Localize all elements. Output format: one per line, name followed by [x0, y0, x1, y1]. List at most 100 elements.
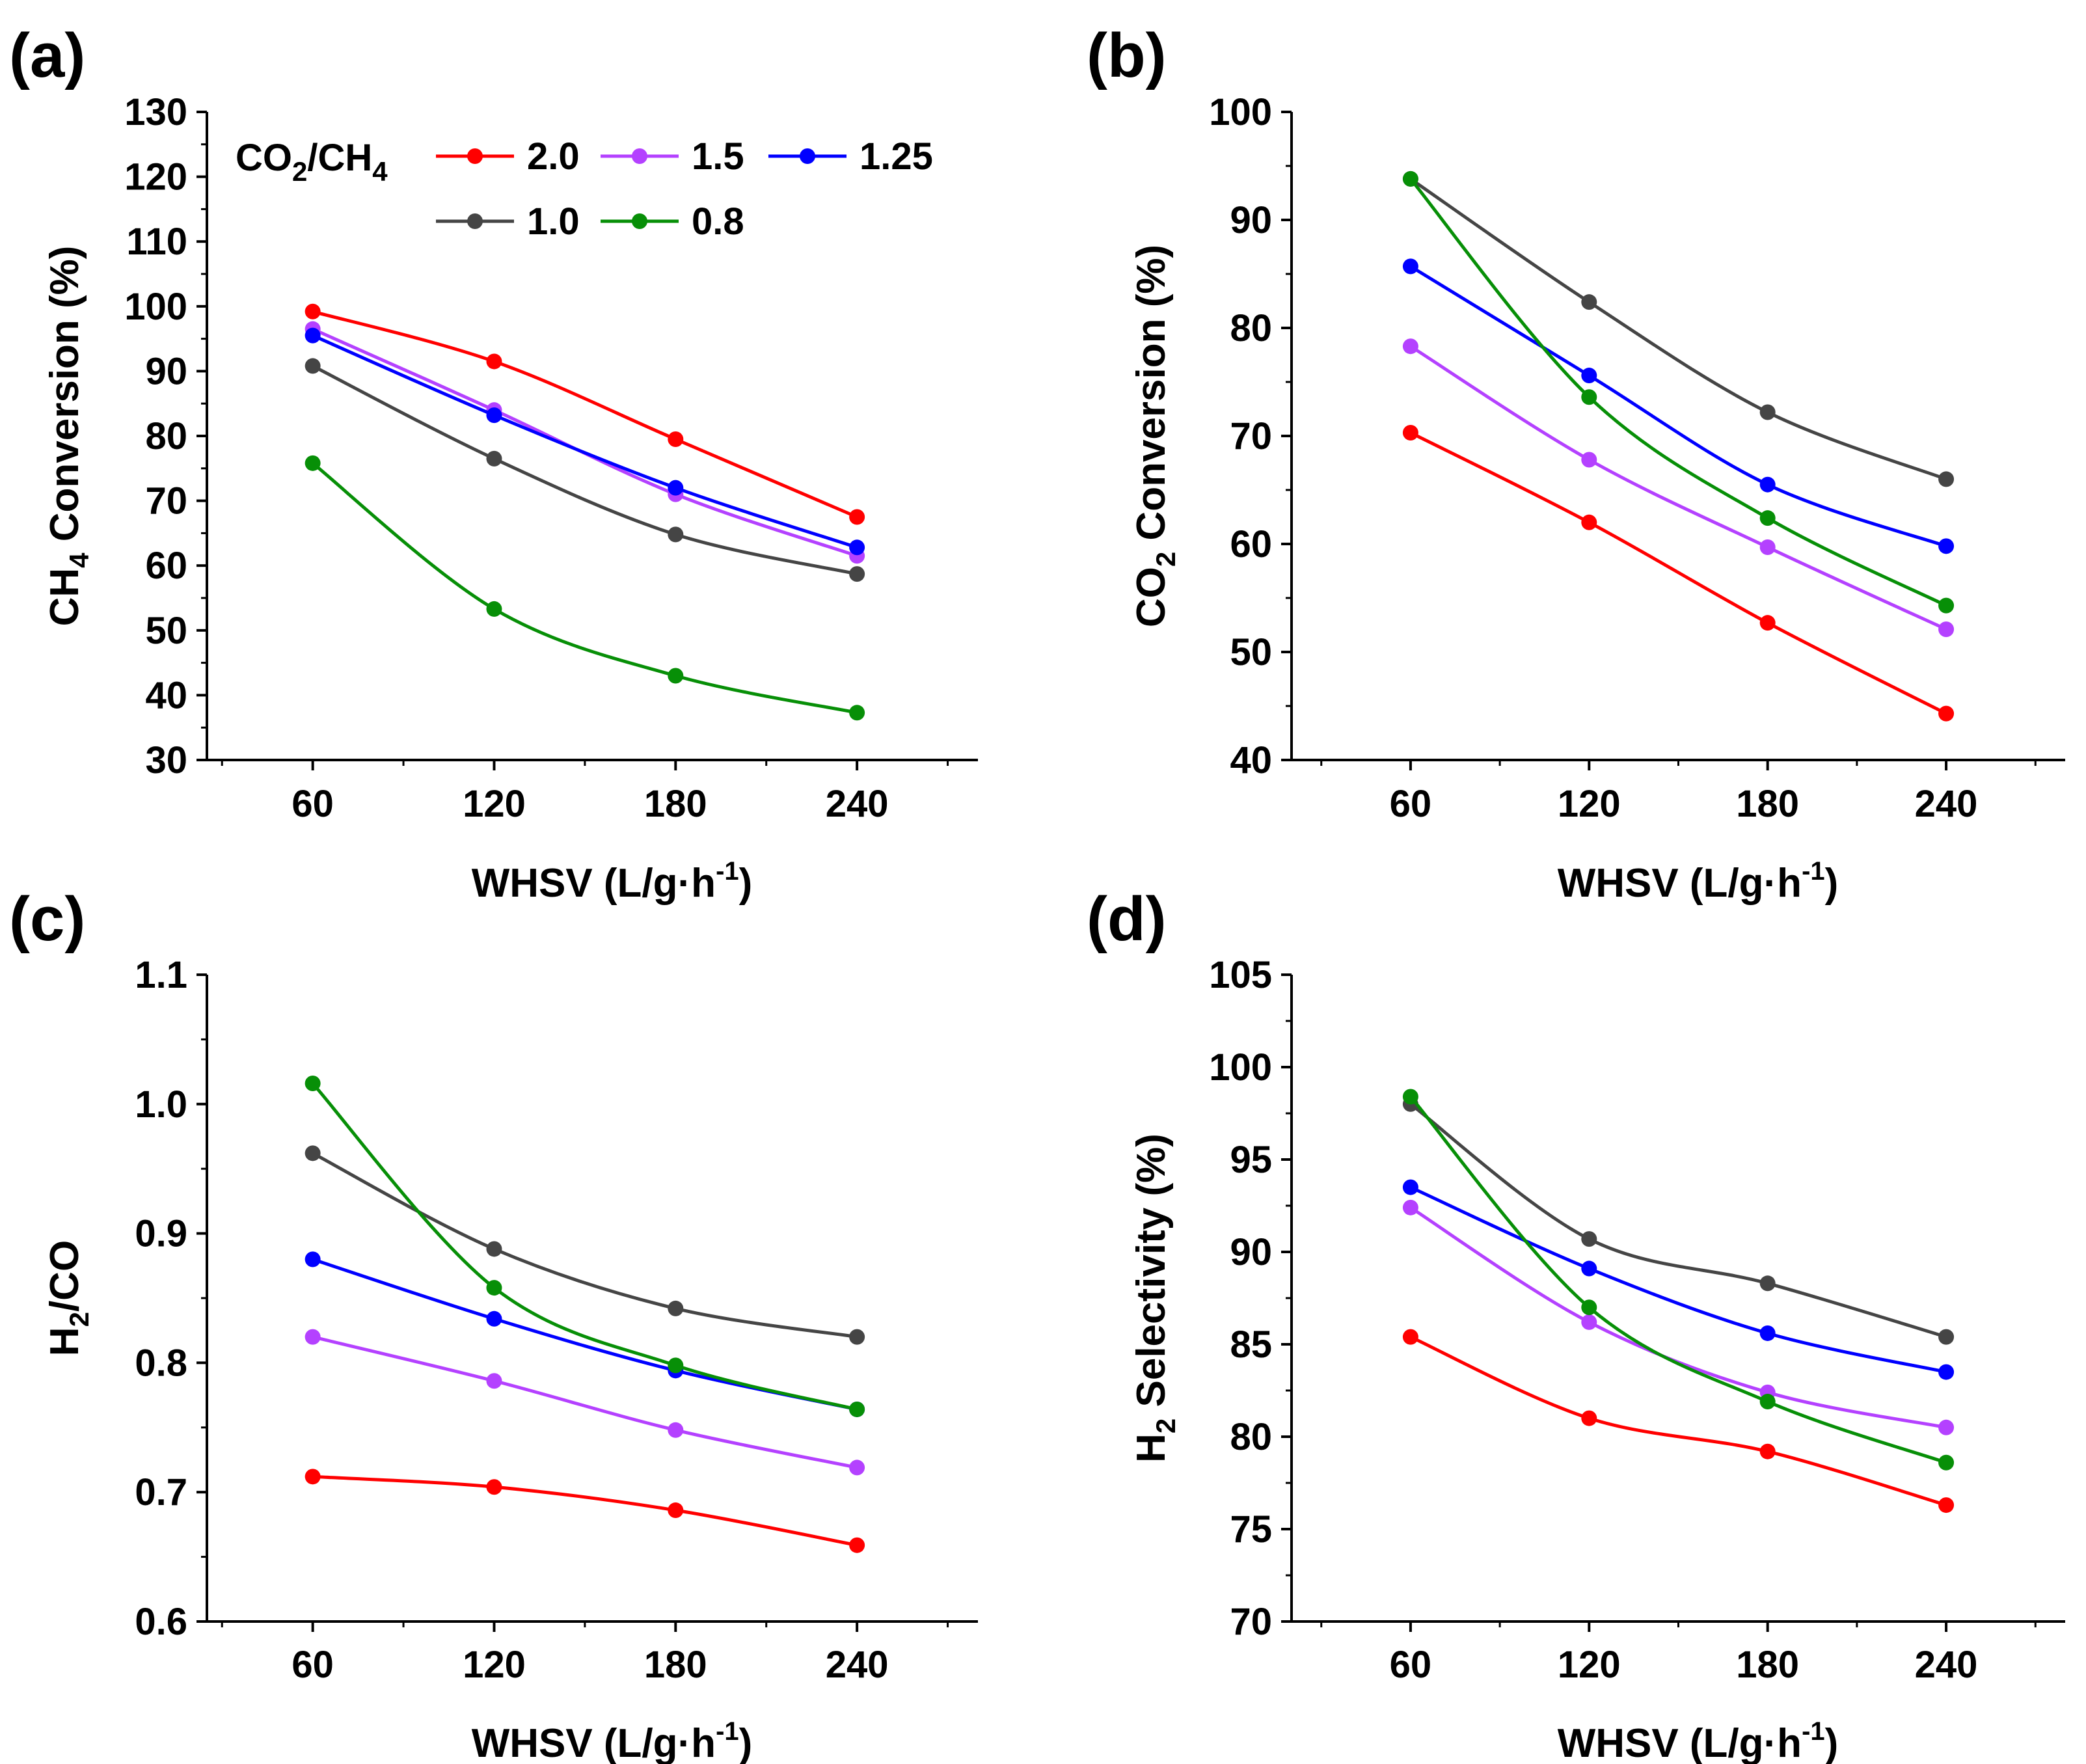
- legend-title-main: CO: [236, 137, 292, 179]
- data-point-1.25: [1581, 1260, 1597, 1277]
- data-point-0.8: [486, 1280, 502, 1296]
- x-axis-title-sup: -1: [1802, 1717, 1825, 1746]
- data-point-2.0: [486, 353, 502, 370]
- data-point-1.25: [1759, 476, 1776, 493]
- series-line-0.8: [311, 1082, 858, 1411]
- y-axis-title-pre: CH: [42, 568, 87, 627]
- data-point-0.8: [849, 1401, 865, 1417]
- x-tick-label: 240: [826, 1644, 889, 1686]
- data-point-2.0: [1581, 514, 1597, 530]
- series-line-2.0: [1409, 431, 1947, 715]
- y-tick-label: 120: [124, 156, 187, 198]
- x-axis-title-end: ): [739, 861, 753, 906]
- data-point-1.5: [1402, 338, 1418, 355]
- data-point-1.5: [1938, 1419, 1955, 1435]
- y-axis-title-post: Conversion (%): [42, 246, 87, 553]
- data-point-1.25: [305, 327, 321, 344]
- x-tick-label: 60: [291, 1644, 334, 1686]
- y-axis-title: CO2 Conversion (%): [1129, 245, 1181, 627]
- data-point-1.0: [1759, 404, 1776, 420]
- x-tick-label: 120: [1558, 1644, 1621, 1686]
- data-point-1.5: [1938, 621, 1955, 638]
- data-point-1.5: [486, 1373, 502, 1389]
- x-axis-title-end: ): [1825, 1721, 1839, 1764]
- data-point-1.25: [668, 480, 684, 496]
- y-axis-title-post: /CO: [42, 1240, 87, 1312]
- data-point-2.0: [1581, 1410, 1597, 1426]
- legend-label: 0.8: [692, 200, 744, 243]
- x-tick-label: 240: [826, 783, 889, 825]
- data-point-1.25: [1581, 368, 1597, 384]
- x-tick-label: 120: [1558, 783, 1621, 825]
- data-point-1.5: [1402, 1199, 1418, 1215]
- y-axis-title-sub: 2: [64, 1312, 94, 1327]
- y-axis-title: H2/CO: [42, 1240, 94, 1356]
- data-point-1.25: [849, 539, 865, 556]
- data-point-2.0: [305, 303, 321, 319]
- data-point-0.8: [1938, 1454, 1955, 1471]
- y-axis-title: CH4 Conversion (%): [42, 246, 94, 627]
- data-point-1.0: [1759, 1275, 1776, 1292]
- y-tick-label: 130: [124, 91, 187, 133]
- data-point-2.0: [849, 1537, 865, 1553]
- x-tick-label: 120: [463, 1644, 526, 1686]
- x-tick-label: 180: [644, 783, 707, 825]
- legend-swatch-marker: [632, 213, 647, 229]
- y-tick-label: 1.0: [135, 1083, 187, 1126]
- data-point-2.0: [486, 1479, 502, 1495]
- data-point-0.8: [305, 1075, 321, 1091]
- data-point-2.0: [1938, 1497, 1955, 1513]
- panel-label: (c): [9, 884, 85, 954]
- y-tick-label: 105: [1209, 954, 1272, 996]
- x-axis-title-main: WHSV (L/g·h: [1558, 1721, 1802, 1764]
- chart-panel-b: (b) 40 50 60 70 80 90 100 60 120 180 240 WHSV (L/g·h…: [1087, 21, 2065, 906]
- x-tick-label: 240: [1915, 1644, 1978, 1686]
- x-axis-title-main: WHSV (L/g·h: [472, 1721, 716, 1764]
- data-point-0.8: [1759, 510, 1776, 526]
- y-axis-title-sub: 4: [64, 552, 94, 568]
- y-tick-label: 90: [145, 350, 187, 392]
- y-tick-label: 75: [1230, 1508, 1272, 1551]
- x-axis-title-end: ): [739, 1721, 753, 1764]
- y-axis-title-sub: 2: [1150, 552, 1181, 567]
- data-point-0.8: [668, 668, 684, 684]
- y-axis-title: H2 Selectivity (%): [1129, 1133, 1181, 1463]
- y-tick-label: 50: [145, 610, 187, 652]
- data-point-2.0: [1402, 1329, 1418, 1345]
- data-point-0.8: [1581, 389, 1597, 405]
- x-axis-title-sup: -1: [716, 857, 739, 886]
- series-line-2.0: [312, 1474, 858, 1547]
- y-tick-label: 0.8: [135, 1342, 187, 1384]
- data-point-2.0: [1759, 615, 1776, 631]
- y-tick-label: 40: [1230, 739, 1272, 781]
- data-point-1.25: [1759, 1325, 1776, 1341]
- data-point-0.8: [305, 455, 321, 471]
- data-point-1.0: [1938, 471, 1955, 487]
- x-tick-label: 60: [291, 783, 334, 825]
- data-point-1.0: [1581, 1231, 1597, 1247]
- data-point-1.0: [305, 358, 321, 374]
- data-point-1.0: [486, 450, 502, 467]
- data-point-1.0: [1938, 1329, 1955, 1345]
- y-tick-label: 60: [1230, 523, 1272, 565]
- x-axis-title-sup: -1: [1802, 857, 1825, 886]
- data-point-0.8: [849, 705, 865, 721]
- data-point-0.8: [1402, 1089, 1418, 1105]
- y-tick-label: 90: [1230, 199, 1272, 241]
- y-tick-label: 50: [1230, 631, 1272, 673]
- legend-label: 1.25: [860, 135, 933, 178]
- y-tick-label: 100: [1209, 91, 1272, 133]
- y-tick-label: 30: [145, 739, 187, 781]
- data-point-1.25: [1402, 1179, 1418, 1195]
- series-line-1.25: [312, 334, 858, 549]
- y-tick-label: 70: [1230, 415, 1272, 457]
- chart-panel-c: (c) 0.6 0.7 0.8 0.9 1.0 1.1 60 120 180 240 WHSV (L/…: [9, 884, 978, 1764]
- series-line-1.0: [312, 364, 858, 576]
- data-point-1.5: [668, 1422, 684, 1438]
- data-point-2.0: [849, 509, 865, 525]
- x-axis-title-end: ): [1825, 861, 1839, 906]
- series-line-0.8: [312, 461, 858, 714]
- x-tick-label: 240: [1915, 783, 1978, 825]
- legend-swatch-marker: [467, 148, 483, 164]
- legend-label: 2.0: [527, 135, 580, 178]
